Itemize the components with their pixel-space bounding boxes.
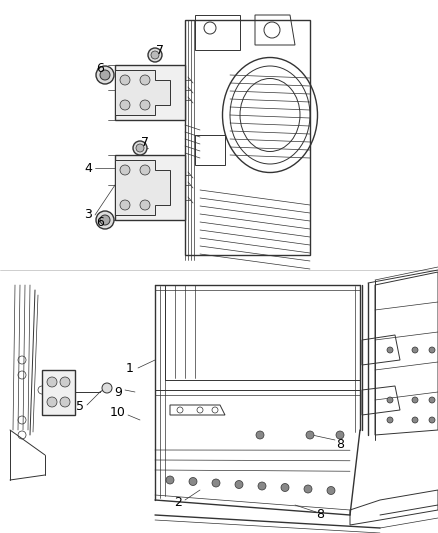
Circle shape — [60, 397, 70, 407]
Circle shape — [429, 417, 435, 423]
Circle shape — [100, 215, 110, 225]
Circle shape — [96, 211, 114, 229]
Circle shape — [120, 165, 130, 175]
Text: 3: 3 — [84, 208, 92, 222]
Circle shape — [189, 478, 197, 486]
Circle shape — [140, 200, 150, 210]
Circle shape — [96, 66, 114, 84]
Circle shape — [140, 75, 150, 85]
Circle shape — [151, 51, 159, 59]
Circle shape — [256, 431, 264, 439]
Circle shape — [148, 48, 162, 62]
Circle shape — [120, 200, 130, 210]
Text: 8: 8 — [316, 508, 324, 521]
Circle shape — [327, 487, 335, 495]
Polygon shape — [42, 370, 75, 415]
Text: 8: 8 — [336, 439, 344, 451]
Circle shape — [120, 75, 130, 85]
Circle shape — [140, 100, 150, 110]
Circle shape — [100, 70, 110, 80]
Circle shape — [429, 347, 435, 353]
Circle shape — [387, 397, 393, 403]
Text: 7: 7 — [156, 44, 164, 56]
Polygon shape — [115, 155, 185, 220]
Circle shape — [336, 431, 344, 439]
Circle shape — [281, 483, 289, 491]
Text: 4: 4 — [84, 161, 92, 174]
Circle shape — [102, 383, 112, 393]
Circle shape — [304, 485, 312, 493]
Text: 7: 7 — [141, 136, 149, 149]
Circle shape — [47, 397, 57, 407]
Polygon shape — [115, 70, 170, 115]
Text: 6: 6 — [96, 215, 104, 229]
Circle shape — [120, 100, 130, 110]
Circle shape — [412, 347, 418, 353]
Circle shape — [258, 482, 266, 490]
Circle shape — [412, 397, 418, 403]
Text: 10: 10 — [110, 406, 126, 418]
Text: 6: 6 — [96, 61, 104, 75]
Polygon shape — [115, 160, 170, 215]
Circle shape — [60, 377, 70, 387]
Circle shape — [212, 479, 220, 487]
Circle shape — [306, 431, 314, 439]
Circle shape — [235, 481, 243, 489]
Circle shape — [412, 417, 418, 423]
Circle shape — [136, 144, 144, 152]
Text: 1: 1 — [126, 361, 134, 375]
Text: 2: 2 — [174, 497, 182, 510]
Text: 9: 9 — [114, 385, 122, 399]
Text: 5: 5 — [76, 400, 84, 414]
Circle shape — [166, 476, 174, 484]
Circle shape — [387, 347, 393, 353]
Circle shape — [387, 417, 393, 423]
Polygon shape — [115, 65, 185, 120]
Circle shape — [133, 141, 147, 155]
Circle shape — [429, 397, 435, 403]
Circle shape — [47, 377, 57, 387]
Circle shape — [140, 165, 150, 175]
